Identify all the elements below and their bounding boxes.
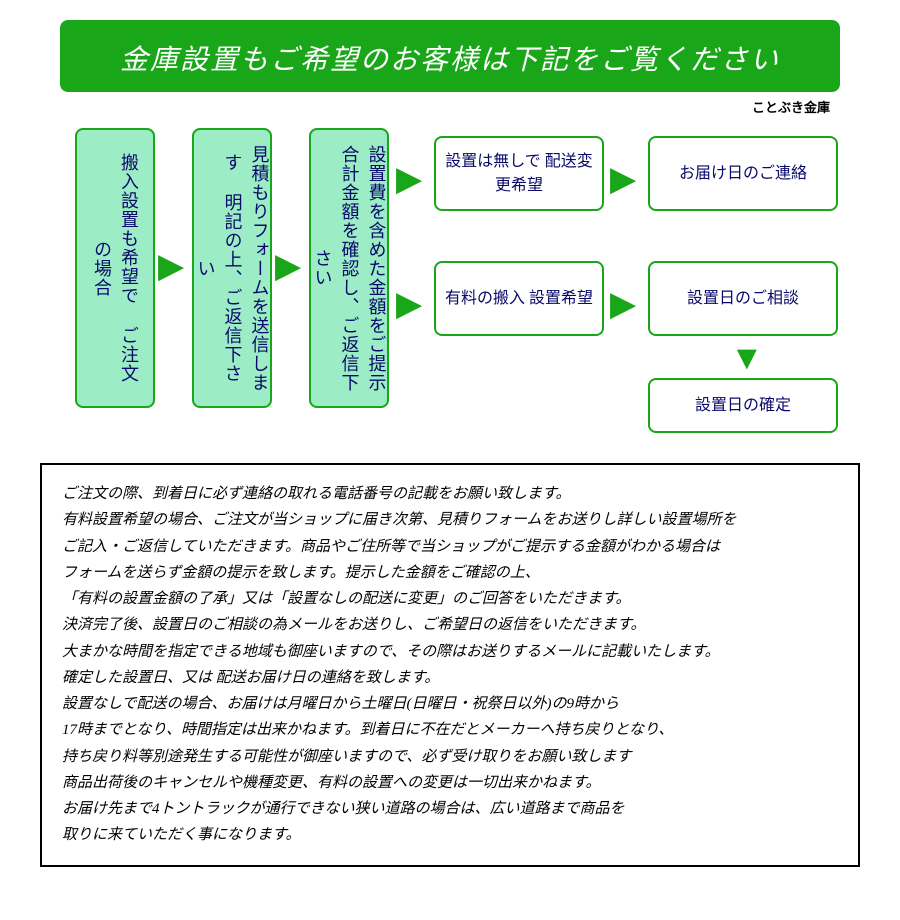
flow-box-3-text: 設置費を含めた金額をご提示 合計金額を確認し、ご返信下さい: [309, 144, 390, 392]
info-panel: ご注文の際、到着日に必ず連絡の取れる電話番号の記載をお願い致します。 有料設置希…: [40, 463, 860, 867]
flow-box-6-text: 有料の搬入 設置希望: [445, 287, 593, 311]
arrow-icon: ▶: [158, 250, 184, 284]
arrow-icon: ▶: [396, 288, 422, 322]
flow-box-3: 設置費を含めた金額をご提示 合計金額を確認し、ご返信下さい: [309, 128, 389, 408]
flow-box-5-text: お届け日のご連絡: [679, 162, 807, 186]
flow-box-5: お届け日のご連絡: [648, 136, 838, 211]
flow-box-1-text: 搬入設置も希望で ご注文の場合: [88, 144, 142, 392]
header-subtitle: ことぶき金庫: [0, 97, 830, 116]
flow-box-8-text: 設置日の確定: [695, 394, 791, 418]
info-line: ご注文の際、到着日に必ず連絡の取れる電話番号の記載をお願い致します。: [62, 481, 838, 507]
info-line: 設置なしで配送の場合、お届けは月曜日から土曜日(日曜日・祝祭日以外)の9時から: [62, 691, 838, 717]
flow-box-6: 有料の搬入 設置希望: [434, 261, 604, 336]
flowchart: 搬入設置も希望で ご注文の場合 ▶ 見積もりフォームを送信します 明記の上、ご返…: [20, 128, 880, 448]
flow-box-2-text: 見積もりフォームを送信します 明記の上、ご返信下さい: [192, 144, 273, 392]
arrow-icon: ▶: [610, 163, 636, 197]
info-line: ご記入・ご返信していただきます。商品やご住所等で当ショップがご提示する金額がわか…: [62, 534, 838, 560]
flow-box-1: 搬入設置も希望で ご注文の場合: [75, 128, 155, 408]
flow-box-7-text: 設置日のご相談: [687, 287, 799, 311]
flow-box-8: 設置日の確定: [648, 378, 838, 433]
info-line: 商品出荷後のキャンセルや機種変更、有料の設置への変更は一切出来かねます。: [62, 770, 838, 796]
arrow-icon: ▶: [610, 288, 636, 322]
info-line: 決済完了後、設置日のご相談の為メールをお送りし、ご希望日の返信をいただきます。: [62, 612, 838, 638]
info-line: 持ち戻り料等別途発生する可能性が御座いますので、必ず受け取りをお願い致します: [62, 744, 838, 770]
arrow-down-icon: ▼: [730, 342, 764, 376]
info-line: フォームを送らず金額の提示を致します。提示した金額をご確認の上、: [62, 560, 838, 586]
header-title: 金庫設置もご希望のお客様は下記をご覧ください: [80, 38, 820, 78]
arrow-icon: ▶: [275, 250, 301, 284]
info-line: 取りに来ていただく事になります。: [62, 822, 838, 848]
info-line: 有料設置希望の場合、ご注文が当ショップに届き次第、見積りフォームをお送りし詳しい…: [62, 507, 838, 533]
flow-box-4: 設置は無しで 配送変更希望: [434, 136, 604, 211]
flow-box-7: 設置日のご相談: [648, 261, 838, 336]
info-line: 「有料の設置金額の了承」又は「設置なしの配送に変更」のご回答をいただきます。: [62, 586, 838, 612]
info-line: 確定した設置日、又は 配送お届け日の連絡を致します。: [62, 665, 838, 691]
flow-box-2: 見積もりフォームを送信します 明記の上、ご返信下さい: [192, 128, 272, 408]
info-line: 大まかな時間を指定できる地域も御座いますので、その際はお送りするメールに記載いた…: [62, 639, 838, 665]
arrow-icon: ▶: [396, 163, 422, 197]
header-banner: 金庫設置もご希望のお客様は下記をご覧ください: [60, 20, 840, 92]
info-line: 17時までとなり、時間指定は出来かねます。到着日に不在だとメーカーへ持ち戻りとな…: [62, 717, 838, 743]
info-line: お届け先まで4トントラックが通行できない狭い道路の場合は、広い道路まで商品を: [62, 796, 838, 822]
flow-box-4-text: 設置は無しで 配送変更希望: [444, 150, 594, 198]
